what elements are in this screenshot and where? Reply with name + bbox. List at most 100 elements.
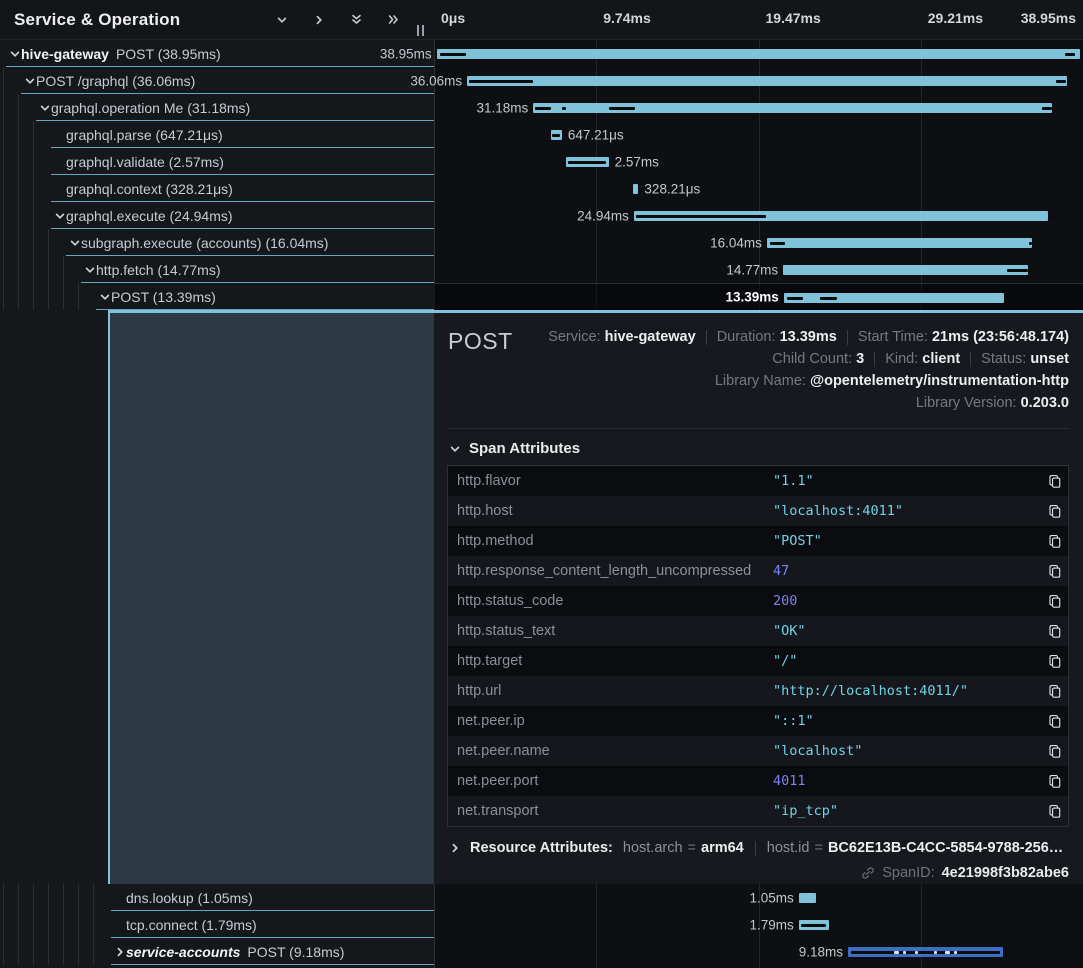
chevron-down-icon[interactable] — [68, 236, 81, 249]
copy-icon[interactable] — [1042, 774, 1068, 789]
span-bar-row[interactable]: 31.18ms — [434, 94, 1083, 121]
timeline-bars-top: 38.95ms 36.06ms 31.18ms 647.21μs 2.57ms 328.2… — [380, 40, 1083, 310]
span-tree-row[interactable]: POST (13.39ms) — [0, 283, 434, 310]
span-attributes-table: http.flavor "1.1" http.host "localhost:4011… — [447, 465, 1069, 827]
link-icon[interactable] — [861, 866, 875, 880]
span-bar-row[interactable]: 14.77ms — [434, 256, 1083, 283]
ruler-tick: 9.74ms — [603, 10, 651, 26]
span-bar-row[interactable]: 9.18ms — [434, 938, 1083, 965]
resource-pair: host.arch = arm64 — [622, 840, 744, 856]
resource-pair: host.id = BC62E13B-C4CC-5854-9788-256… — [766, 840, 1064, 856]
span-bar-row[interactable]: 13.39ms — [434, 283, 1083, 310]
operation-name: graphql.operation Me (31.18ms) — [51, 99, 251, 116]
chevron-down-icon[interactable] — [98, 290, 111, 303]
span-duration-bar[interactable] — [798, 893, 817, 903]
span-id-row: SpanID: 4e21998f3b82abe6 — [448, 865, 1069, 881]
span-bar-row[interactable]: 38.95ms — [380, 40, 1083, 67]
span-bar-row[interactable]: 16.04ms — [434, 229, 1083, 256]
indent-guide — [48, 256, 49, 283]
span-attributes-toggle[interactable]: Span Attributes — [449, 440, 1069, 457]
operation-name: POST (38.95ms) — [115, 45, 221, 62]
span-tree-row[interactable]: subgraph.execute (accounts) (16.04ms) — [0, 229, 434, 256]
attribute-key: net.peer.ip — [457, 713, 525, 729]
copy-icon[interactable] — [1042, 534, 1068, 549]
copy-icon[interactable] — [1042, 654, 1068, 669]
attribute-value: 200 — [773, 593, 798, 609]
indent-guide — [18, 229, 19, 256]
copy-icon[interactable] — [1042, 564, 1068, 579]
span-duration-bar[interactable] — [783, 265, 1029, 275]
copy-icon[interactable] — [1042, 594, 1068, 609]
double-chevron-right-icon[interactable] — [385, 12, 401, 28]
attribute-row: http.status_code 200 — [448, 586, 1068, 616]
meta-pair: Child Count: 3 — [772, 351, 865, 367]
attribute-value: "http://localhost:4011/" — [773, 683, 969, 699]
chevron-down-icon[interactable] — [23, 74, 36, 87]
span-duration-bar[interactable] — [533, 103, 1053, 113]
indent-guide — [33, 175, 34, 202]
span-duration-bar[interactable] — [633, 211, 1048, 221]
copy-icon[interactable] — [1042, 624, 1068, 639]
span-bar-row[interactable]: 1.05ms — [434, 884, 1083, 911]
indent-spacer — [113, 891, 126, 904]
span-meta: Service: hive-gateway Duration: 13.39ms St… — [513, 326, 1069, 414]
span-tree-row[interactable]: graphql.context (328.21μs) — [0, 175, 434, 202]
span-duration-bar[interactable] — [783, 293, 1005, 303]
indent-guide — [48, 283, 49, 310]
span-tree-row[interactable]: POST /graphql (36.06ms) — [0, 67, 434, 94]
meta-pair: Library Name: @opentelemetry/instrumenta… — [714, 373, 1069, 389]
span-duration-bar[interactable] — [467, 76, 1068, 86]
child-span-mark-light — [953, 950, 958, 954]
copy-icon[interactable] — [1042, 744, 1068, 759]
chevron-down-icon[interactable] — [8, 47, 21, 60]
chevron-right-icon[interactable] — [449, 842, 461, 854]
operation-name: graphql.context (328.21μs) — [66, 180, 233, 197]
chevron-down-icon[interactable] — [274, 12, 290, 28]
span-tree-row[interactable]: http.fetch (14.77ms) — [0, 256, 434, 283]
indent-guide — [3, 121, 4, 148]
span-bar-row[interactable]: 24.94ms — [434, 202, 1083, 229]
indent-guide — [18, 94, 19, 121]
child-span-mark-light — [944, 950, 950, 954]
span-tree-row[interactable]: tcp.connect (1.79ms) — [0, 911, 434, 938]
child-span-mark-light — [903, 950, 907, 954]
copy-icon[interactable] — [1042, 474, 1068, 489]
row-underline — [51, 228, 434, 229]
copy-icon[interactable] — [1042, 684, 1068, 699]
span-bar-row[interactable]: 36.06ms — [410, 67, 1083, 94]
indent-guide — [3, 94, 4, 121]
span-duration-bar[interactable] — [766, 238, 1033, 248]
duration-label: 14.77ms — [726, 262, 779, 277]
span-duration-bar[interactable] — [632, 184, 639, 194]
span-id-label: SpanID: — [882, 865, 935, 881]
double-chevron-down-icon[interactable] — [348, 12, 364, 28]
copy-icon[interactable] — [1042, 804, 1068, 819]
span-bar-row[interactable]: 647.21μs — [434, 121, 1083, 148]
chevron-down-icon[interactable] — [53, 209, 66, 222]
copy-icon[interactable] — [1042, 714, 1068, 729]
indent-guide — [33, 283, 34, 310]
attribute-row: http.host "localhost:4011" — [448, 496, 1068, 526]
attribute-value: "POST" — [773, 533, 822, 549]
span-bar-row[interactable]: 1.79ms — [434, 911, 1083, 938]
chevron-down-icon[interactable] — [83, 263, 96, 276]
span-duration-bar[interactable] — [436, 49, 1081, 59]
column-resize-handle[interactable] — [417, 25, 424, 36]
span-tree-row[interactable]: hive-gateway POST (38.95ms) — [0, 40, 434, 67]
span-tree-row[interactable]: graphql.parse (647.21μs) — [0, 121, 434, 148]
indent-guide — [18, 884, 19, 911]
span-tree-row[interactable]: graphql.operation Me (31.18ms) — [0, 94, 434, 121]
span-bar-row[interactable]: 2.57ms — [434, 148, 1083, 175]
span-tree-row[interactable]: graphql.validate (2.57ms) — [0, 148, 434, 175]
indent-spacer — [113, 918, 126, 931]
chevron-down-icon[interactable] — [38, 101, 51, 114]
chevron-right-icon[interactable] — [113, 945, 126, 958]
span-bar-row[interactable]: 328.21μs — [434, 175, 1083, 202]
operation-name: dns.lookup (1.05ms) — [126, 889, 253, 906]
span-tree-row[interactable]: service-accounts POST (9.18ms) — [0, 938, 434, 965]
attribute-key: http.host — [457, 503, 513, 519]
chevron-right-icon[interactable] — [311, 12, 327, 28]
span-tree-row[interactable]: graphql.execute (24.94ms) — [0, 202, 434, 229]
span-tree-row[interactable]: dns.lookup (1.05ms) — [0, 884, 434, 911]
copy-icon[interactable] — [1042, 504, 1068, 519]
